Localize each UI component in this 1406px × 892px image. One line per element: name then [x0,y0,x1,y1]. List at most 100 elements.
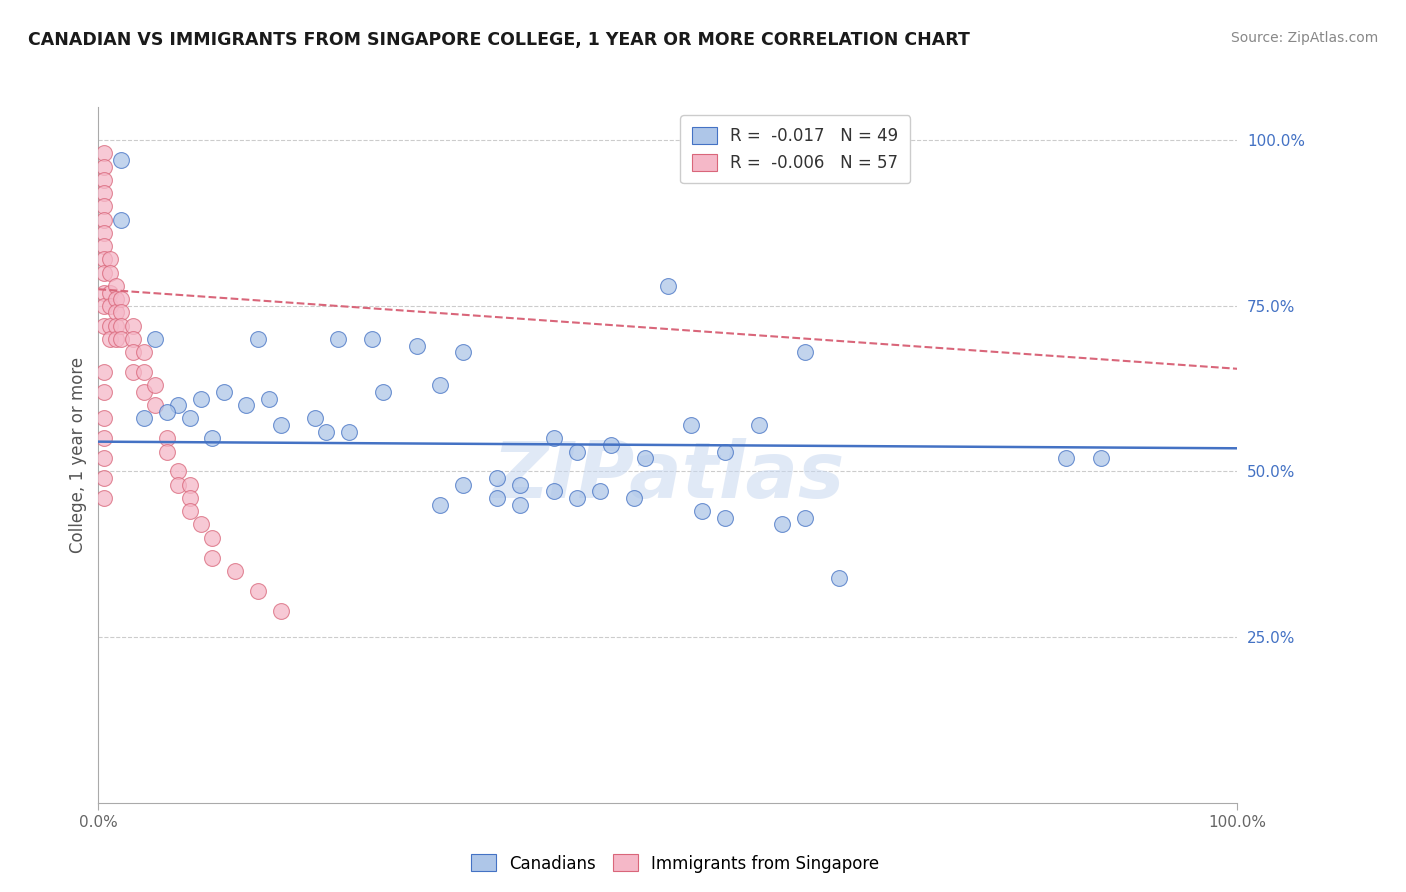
Point [201,431,224,445]
Point [1090,451,1112,466]
Point [132,411,155,425]
Point [270,418,292,433]
Point [179,411,201,425]
Point [1054,451,1078,466]
Point [246,332,269,346]
Point [110,212,132,227]
Point [543,484,565,499]
Point [93,212,115,227]
Point [793,345,815,359]
Point [360,332,382,346]
Point [98,332,121,346]
Point [110,305,132,319]
Point [509,498,531,512]
Point [451,345,474,359]
Point [145,378,167,392]
Point [93,285,115,300]
Point [337,425,360,439]
Point [132,365,155,379]
Point [588,484,610,499]
Point [167,465,190,479]
Point [104,279,127,293]
Point [748,418,770,433]
Point [110,332,132,346]
Point [93,160,115,174]
Point [657,279,679,293]
Point [235,398,257,412]
Point [486,491,509,505]
Point [179,504,201,518]
Point [246,583,269,598]
Text: CANADIAN VS IMMIGRANTS FROM SINGAPORE COLLEGE, 1 YEAR OR MORE CORRELATION CHART: CANADIAN VS IMMIGRANTS FROM SINGAPORE CO… [28,31,970,49]
Point [93,431,115,445]
Point [690,504,713,518]
Point [600,438,623,452]
Point [679,418,702,433]
Point [509,477,531,491]
Point [93,299,115,313]
Point [98,266,121,280]
Point [793,511,815,525]
Point [259,392,281,406]
Point [315,425,337,439]
Point [156,431,179,445]
Point [224,564,246,578]
Point [121,345,143,359]
Point [93,266,115,280]
Point [565,444,588,458]
Point [406,338,429,352]
Point [98,299,121,313]
Point [104,332,127,346]
Point [93,252,115,267]
Point [121,332,143,346]
Point [270,604,292,618]
Point [828,570,851,584]
Point [132,384,155,399]
Point [371,384,394,399]
Point [110,153,132,167]
Point [93,491,115,505]
Point [145,332,167,346]
Point [304,411,326,425]
Point [201,531,224,545]
Point [429,378,451,392]
Point [543,431,565,445]
Point [104,292,127,306]
Point [190,392,212,406]
Point [98,318,121,333]
Point [121,365,143,379]
Point [93,384,115,399]
Legend: Canadians, Immigrants from Singapore: Canadians, Immigrants from Singapore [464,847,886,880]
Point [623,491,645,505]
Point [156,444,179,458]
Point [132,345,155,359]
Point [93,226,115,240]
Point [212,384,235,399]
Point [145,398,167,412]
Point [167,398,190,412]
Point [179,491,201,505]
Point [93,186,115,201]
Point [93,471,115,485]
Point [93,239,115,253]
Point [93,199,115,213]
Point [110,292,132,306]
Point [121,318,143,333]
Point [93,146,115,161]
Point [167,477,190,491]
Point [179,477,201,491]
Point [93,451,115,466]
Point [486,471,509,485]
Point [565,491,588,505]
Point [714,444,737,458]
Text: ZIPatlas: ZIPatlas [492,438,844,514]
Point [714,511,737,525]
Point [93,365,115,379]
Point [104,318,127,333]
Point [93,318,115,333]
Point [190,517,212,532]
Point [634,451,657,466]
Point [156,405,179,419]
Point [98,285,121,300]
Point [110,318,132,333]
